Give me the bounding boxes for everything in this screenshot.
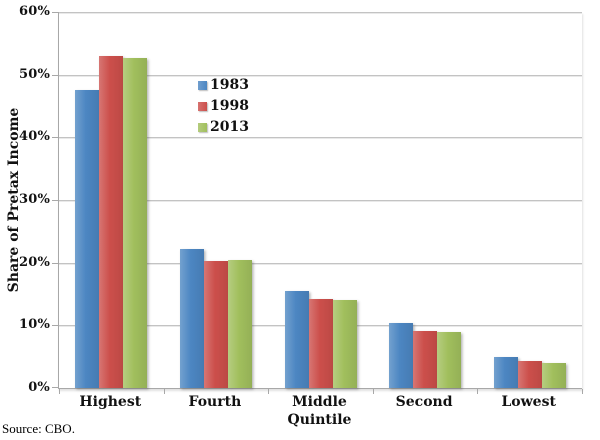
y-axis-tick	[52, 74, 58, 76]
legend-entry-1998: 1998	[198, 98, 249, 114]
y-axis-tick	[52, 387, 58, 388]
bar-lowest-2013	[541, 362, 566, 388]
x-category-label-lowest: Lowest	[501, 394, 556, 410]
y-axis-tick	[52, 137, 58, 139]
y-axis-tick	[52, 12, 58, 13]
x-axis-title: Quintile	[287, 412, 352, 428]
x-category-label-highest: Highest	[79, 394, 142, 410]
gridline	[59, 12, 582, 13]
x-axis-tick	[59, 389, 60, 394]
x-category-label-middle: Middle	[292, 394, 347, 410]
y-axis-tick	[52, 262, 58, 264]
y-axis-tick	[52, 200, 58, 201]
bar-fourth-2013	[227, 260, 252, 388]
gridline	[59, 262, 582, 264]
bar-lowest-1983	[493, 356, 518, 388]
legend-label: 1983	[210, 77, 249, 93]
y-tick-label: 20%	[18, 254, 50, 270]
gridline	[59, 74, 582, 76]
y-tick-label: 0%	[28, 380, 50, 395]
bar-second-1983	[389, 322, 414, 388]
bar-highest-2013	[123, 58, 148, 388]
y-tick-label: 30%	[18, 192, 50, 207]
legend-entry-2013: 2013	[198, 119, 249, 135]
y-tick-label: 50%	[18, 66, 50, 82]
bar-second-1998	[413, 330, 438, 388]
y-axis-tick	[52, 325, 58, 327]
gridline	[59, 137, 582, 139]
x-axis-tick	[268, 389, 269, 394]
x-category-label-fourth: Fourth	[188, 394, 242, 410]
gridline	[59, 200, 582, 201]
bar-fourth-1983	[179, 248, 204, 388]
y-tick-label: 60%	[18, 4, 50, 19]
x-axis-tick	[164, 389, 165, 394]
y-tick-label: 40%	[18, 129, 50, 145]
source-note: Source: CBO.	[2, 421, 75, 436]
bar-middle-1998	[308, 299, 333, 388]
legend-swatch-1983	[198, 80, 207, 90]
x-axis-tick	[373, 389, 374, 394]
legend-label: 1998	[210, 98, 249, 114]
x-axis-tick	[477, 389, 478, 394]
legend-entry-1983: 1983	[198, 77, 249, 93]
legend-label: 2013	[210, 119, 249, 135]
bar-highest-1998	[99, 55, 124, 388]
bar-middle-2013	[332, 300, 357, 388]
bar-middle-1983	[284, 290, 309, 388]
legend-swatch-1998	[198, 101, 207, 111]
legend-swatch-2013	[198, 122, 207, 132]
bar-fourth-1998	[203, 261, 228, 388]
bar-highest-1983	[75, 89, 100, 388]
bar-second-2013	[437, 331, 462, 388]
x-category-label-second: Second	[395, 394, 453, 410]
plot-area	[52, 12, 583, 394]
y-tick-label: 10%	[18, 317, 50, 333]
x-axis-tick	[582, 389, 583, 394]
legend: 1983 1998 2013	[198, 77, 249, 140]
bar-lowest-1998	[517, 361, 542, 388]
